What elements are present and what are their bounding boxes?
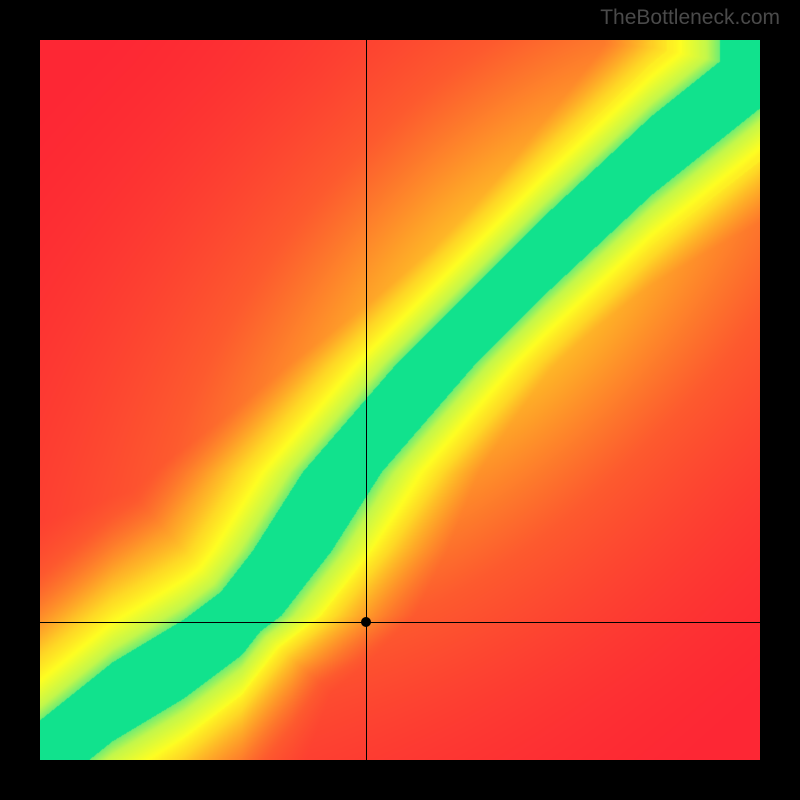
plot-area bbox=[40, 40, 760, 760]
crosshair-marker bbox=[361, 617, 371, 627]
chart-container: TheBottleneck.com bbox=[0, 0, 800, 800]
crosshair-vertical bbox=[366, 40, 367, 760]
watermark-text: TheBottleneck.com bbox=[600, 6, 780, 30]
heatmap-canvas bbox=[40, 40, 760, 760]
crosshair-horizontal bbox=[40, 622, 760, 623]
